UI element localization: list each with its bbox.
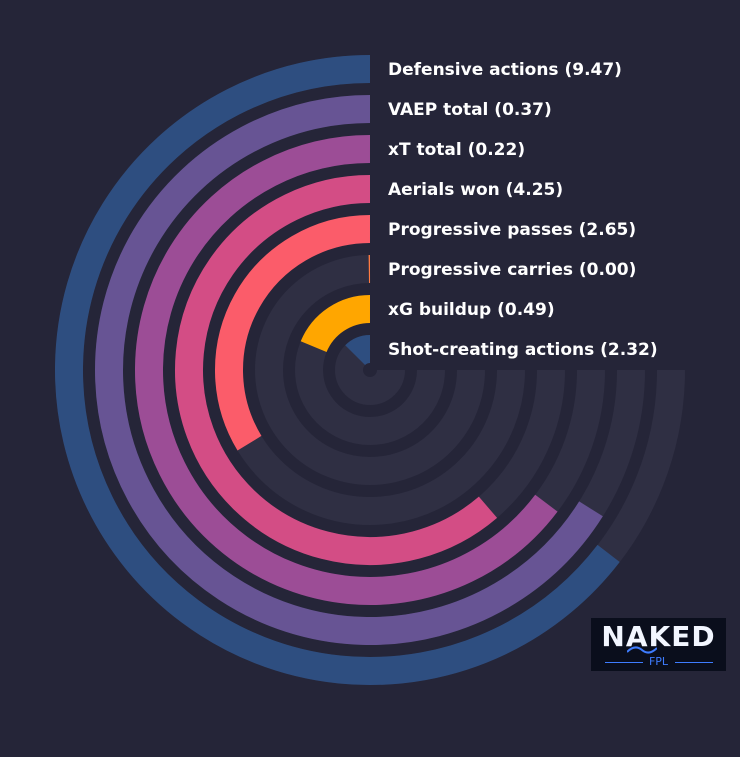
logo-subtitle: FPL bbox=[648, 655, 669, 668]
bar-shot-creating-actions bbox=[345, 335, 372, 366]
track-progressive-carries bbox=[255, 255, 485, 485]
label-xt-total: xT total (0.22) bbox=[388, 140, 525, 160]
logo-divider-left bbox=[605, 662, 643, 663]
bar-vaep-total bbox=[95, 95, 603, 645]
logo-divider-right bbox=[675, 662, 713, 663]
label-aerials-won: Aerials won (4.25) bbox=[388, 180, 563, 200]
bar-xt-total bbox=[135, 135, 558, 605]
bar-progressive-passes bbox=[215, 215, 371, 451]
chart-labels: Defensive actions (9.47) VAEP total (0.37… bbox=[388, 60, 658, 360]
naked-fpl-logo: NAKED FPL bbox=[591, 618, 726, 671]
label-defensive-actions: Defensive actions (9.47) bbox=[388, 60, 622, 80]
label-shot-creating-actions: Shot-creating actions (2.32) bbox=[388, 340, 658, 360]
label-progressive-carries: Progressive carries (0.00) bbox=[388, 260, 636, 280]
label-vaep-total: VAEP total (0.37) bbox=[388, 100, 552, 120]
bar-defensive-actions bbox=[54, 55, 620, 685]
bar-aerials-won bbox=[175, 175, 498, 565]
label-xg-buildup: xG buildup (0.49) bbox=[388, 300, 555, 320]
label-progressive-passes: Progressive passes (2.65) bbox=[388, 220, 636, 240]
bar-xg-buildup bbox=[300, 295, 371, 353]
logo-wordmark: NAKED bbox=[601, 620, 716, 653]
chart-bars bbox=[54, 55, 620, 685]
logo-wave-icon bbox=[627, 646, 657, 654]
